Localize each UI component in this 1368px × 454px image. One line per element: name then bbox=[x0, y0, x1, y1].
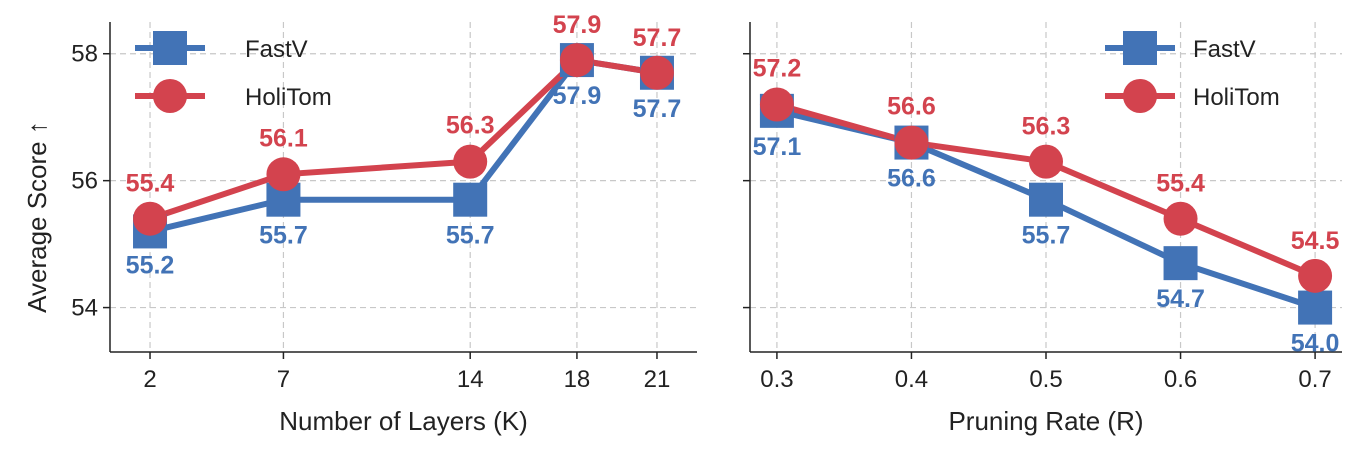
x-tick-label: 0.3 bbox=[760, 366, 793, 393]
x-axis-title: Number of Layers (K) bbox=[279, 406, 528, 436]
data-label-fastv: 56.6 bbox=[887, 165, 936, 193]
data-label-holitom: 56.1 bbox=[259, 124, 308, 152]
data-label-holitom: 54.5 bbox=[1291, 227, 1340, 255]
legend-label-fastv: FastV bbox=[1193, 36, 1256, 63]
data-label-holitom: 56.3 bbox=[446, 112, 495, 140]
data-label-holitom: 56.3 bbox=[1022, 113, 1071, 141]
x-tick-label: 18 bbox=[564, 366, 591, 393]
data-point-holitom bbox=[1298, 258, 1333, 293]
data-label-fastv: 54.0 bbox=[1291, 330, 1340, 358]
x-axis-title: Pruning Rate (R) bbox=[948, 406, 1143, 436]
data-label-fastv: 54.7 bbox=[1156, 285, 1205, 313]
data-label-fastv: 57.7 bbox=[633, 95, 682, 123]
data-point-fastv bbox=[453, 182, 488, 217]
legend-marker-fastv bbox=[1123, 31, 1157, 65]
data-label-fastv: 57.1 bbox=[753, 133, 802, 161]
x-tick-label: 7 bbox=[277, 366, 290, 393]
x-tick-label: 2 bbox=[143, 366, 156, 393]
data-label-holitom: 57.7 bbox=[633, 24, 682, 52]
data-label-holitom: 56.6 bbox=[887, 93, 936, 121]
legend-marker-fastv bbox=[153, 31, 187, 65]
data-point-holitom bbox=[1029, 144, 1063, 179]
x-tick-label: 0.5 bbox=[1029, 366, 1062, 393]
x-tick-label: 0.6 bbox=[1164, 366, 1197, 393]
data-point-holitom bbox=[266, 157, 301, 192]
legend-marker-holitom bbox=[153, 79, 187, 113]
data-label-fastv: 55.7 bbox=[259, 222, 308, 250]
legend-marker-holitom bbox=[1123, 79, 1157, 113]
y-tick-label: 58 bbox=[71, 41, 98, 68]
data-point-fastv bbox=[1298, 290, 1333, 325]
y-tick-label: 56 bbox=[71, 168, 98, 195]
chart-panel-pruning-rate: 0.3 0.4 0.5 0.6 0.7 Pruning Rate (R) 57.1 56.6 5… bbox=[743, 22, 1342, 436]
legend-label-holitom: HoliTom bbox=[1193, 84, 1280, 111]
data-label-fastv: 55.2 bbox=[126, 251, 175, 279]
data-label-holitom: 55.4 bbox=[126, 170, 175, 198]
chart-panel-layers: 2 7 14 18 21 54 56 58 Number of Layers (K) Averag… bbox=[22, 11, 697, 436]
data-label-holitom: 57.2 bbox=[753, 55, 802, 83]
x-tick-label: 0.4 bbox=[895, 366, 928, 393]
x-tick-label: 0.7 bbox=[1298, 366, 1331, 393]
data-point-holitom bbox=[1163, 201, 1198, 236]
data-point-holitom bbox=[759, 87, 794, 122]
data-point-holitom bbox=[894, 125, 929, 160]
data-point-holitom bbox=[453, 144, 488, 179]
data-point-fastv bbox=[1163, 246, 1198, 281]
x-tick-label: 21 bbox=[644, 366, 671, 393]
data-label-fastv: 55.7 bbox=[1022, 222, 1071, 250]
data-label-fastv: 55.7 bbox=[446, 222, 495, 250]
legend-label-holitom: HoliTom bbox=[245, 84, 332, 111]
legend-label-fastv: FastV bbox=[245, 36, 308, 63]
data-label-holitom: 55.4 bbox=[1156, 170, 1205, 198]
x-tick-label: 14 bbox=[457, 366, 484, 393]
data-point-holitom bbox=[133, 201, 168, 236]
y-axis-title: Average Score ↑ bbox=[22, 121, 52, 313]
data-label-holitom: 57.9 bbox=[553, 11, 602, 39]
y-tick-label: 54 bbox=[71, 295, 98, 322]
data-point-holitom bbox=[639, 55, 674, 90]
data-point-holitom bbox=[559, 43, 594, 78]
data-label-fastv: 57.9 bbox=[553, 82, 602, 110]
data-point-fastv bbox=[1029, 182, 1063, 217]
